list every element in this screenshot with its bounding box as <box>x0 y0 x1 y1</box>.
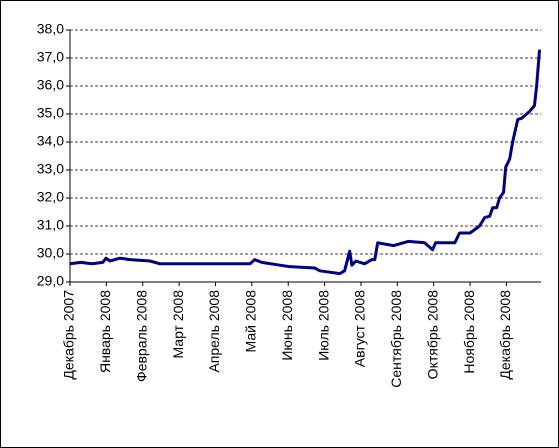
x-tick-label: Февраль 2008 <box>133 290 149 382</box>
x-tick-label: Ноябрь 2008 <box>461 290 477 374</box>
y-tick-label: 33,0 <box>37 161 64 177</box>
x-tick-label: Июль 2008 <box>315 290 331 361</box>
x-tick-label: Январь 2008 <box>97 290 113 373</box>
x-tick-label: Август 2008 <box>352 290 368 367</box>
x-tick-label: Декабрь 2008 <box>497 290 513 380</box>
y-tick-label: 29,0 <box>37 273 64 289</box>
y-tick-label: 35,0 <box>37 105 64 121</box>
y-tick-label: 32,0 <box>37 189 64 205</box>
x-tick-label: Июнь 2008 <box>279 290 295 361</box>
y-tick-label: 31,0 <box>37 217 64 233</box>
x-tick-label: Октябрь 2008 <box>424 290 440 380</box>
y-tick-label: 36,0 <box>37 77 64 93</box>
y-tick-label: 30,0 <box>37 245 64 261</box>
y-tick-label: 38,0 <box>37 21 64 37</box>
x-tick-label: Апрель 2008 <box>206 290 222 373</box>
x-tick-label: Май 2008 <box>243 290 259 353</box>
y-tick-label: 34,0 <box>37 133 64 149</box>
x-tick-label: Сентябрь 2008 <box>388 290 404 388</box>
x-tick-label: Март 2008 <box>170 290 186 359</box>
y-tick-label: 37,0 <box>37 49 64 65</box>
x-tick-label: Декабрь 2007 <box>61 290 77 380</box>
data-line <box>69 49 542 276</box>
